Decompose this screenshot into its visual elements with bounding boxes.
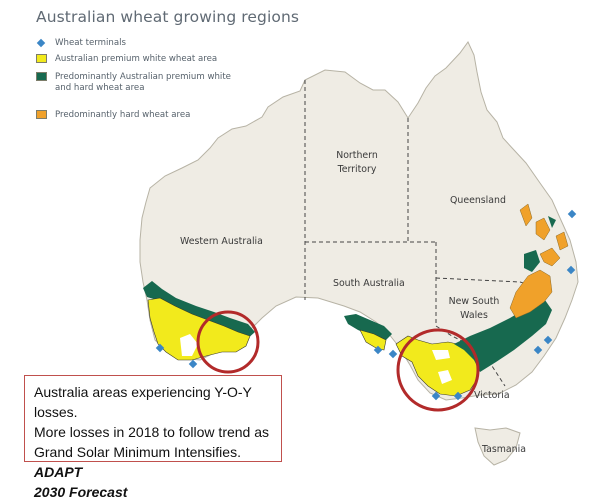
qld-hard-area — [519, 203, 569, 267]
legend-label: Predominantly hard wheat area — [55, 110, 191, 120]
loss-highlight-circle-wa — [196, 310, 260, 374]
terminal-marker — [431, 391, 441, 401]
map-title: Australian wheat growing regions — [36, 8, 300, 26]
green-swatch-icon — [36, 72, 47, 81]
nsw-white-hard-area — [454, 300, 552, 372]
loss-highlight-circle-sa-vic — [396, 328, 480, 412]
terminal-marker — [388, 349, 398, 359]
label-queensland: Queensland — [450, 195, 506, 206]
sa-white-hard-area — [344, 314, 392, 340]
terminal-marker — [155, 343, 165, 353]
terminal-marker — [188, 359, 198, 369]
caption-line-3: Grand Solar Minimum Intensifies. — [34, 444, 241, 460]
legend-item-white-and-hard: Predominantly Australian premium white a… — [36, 72, 236, 94]
australia-map: Western Australia Northern Territory Que… — [139, 41, 579, 466]
label-northern-territory-line2: Territory — [337, 164, 377, 175]
legend-label: Predominantly Australian premium white a… — [55, 72, 231, 93]
legend-label: Wheat terminals — [55, 38, 126, 48]
sa-vic-white-patch — [432, 350, 450, 360]
caption-emphasis-2: 2030 Forecast — [34, 484, 128, 500]
terminal-marker — [567, 209, 577, 219]
label-new-south-wales-line2: Wales — [460, 310, 488, 321]
terminal-marker — [373, 345, 383, 355]
orange-swatch-icon — [36, 110, 47, 119]
label-northern-territory-line1: Northern — [336, 150, 378, 161]
caption-emphasis-1: ADAPT — [34, 464, 83, 480]
legend-item-wheat-terminals: Wheat terminals — [36, 38, 126, 49]
label-western-australia: Western Australia — [180, 236, 263, 247]
vic-white-patch — [438, 370, 452, 384]
caption-line-2: More losses in 2018 to follow trend as — [34, 424, 270, 440]
wa-white-hard-area — [143, 281, 255, 340]
qld-green-area — [524, 216, 556, 272]
nsw-hard-area — [509, 269, 553, 319]
label-tasmania: Tasmania — [481, 444, 526, 455]
tasmania-island — [474, 427, 521, 466]
terminal-marker — [453, 391, 463, 401]
sa-premium-white-area — [359, 329, 387, 351]
wa-premium-white-area — [147, 297, 251, 361]
forecast-caption-box: Australia areas experiencing Y-O-Y losse… — [24, 375, 282, 500]
yellow-swatch-icon — [36, 54, 47, 63]
legend-item-hard: Predominantly hard wheat area — [36, 110, 190, 121]
legend-item-premium-white: Australian premium white wheat area — [36, 54, 217, 65]
label-south-australia: South Australia — [333, 278, 405, 289]
label-new-south-wales-line1: New South — [449, 296, 500, 307]
caption-line-1: Australia areas experiencing Y-O-Y losse… — [34, 384, 252, 420]
legend-label: Australian premium white wheat area — [55, 54, 218, 64]
wa-white-patch — [180, 334, 198, 356]
label-victoria: Victoria — [474, 390, 510, 401]
